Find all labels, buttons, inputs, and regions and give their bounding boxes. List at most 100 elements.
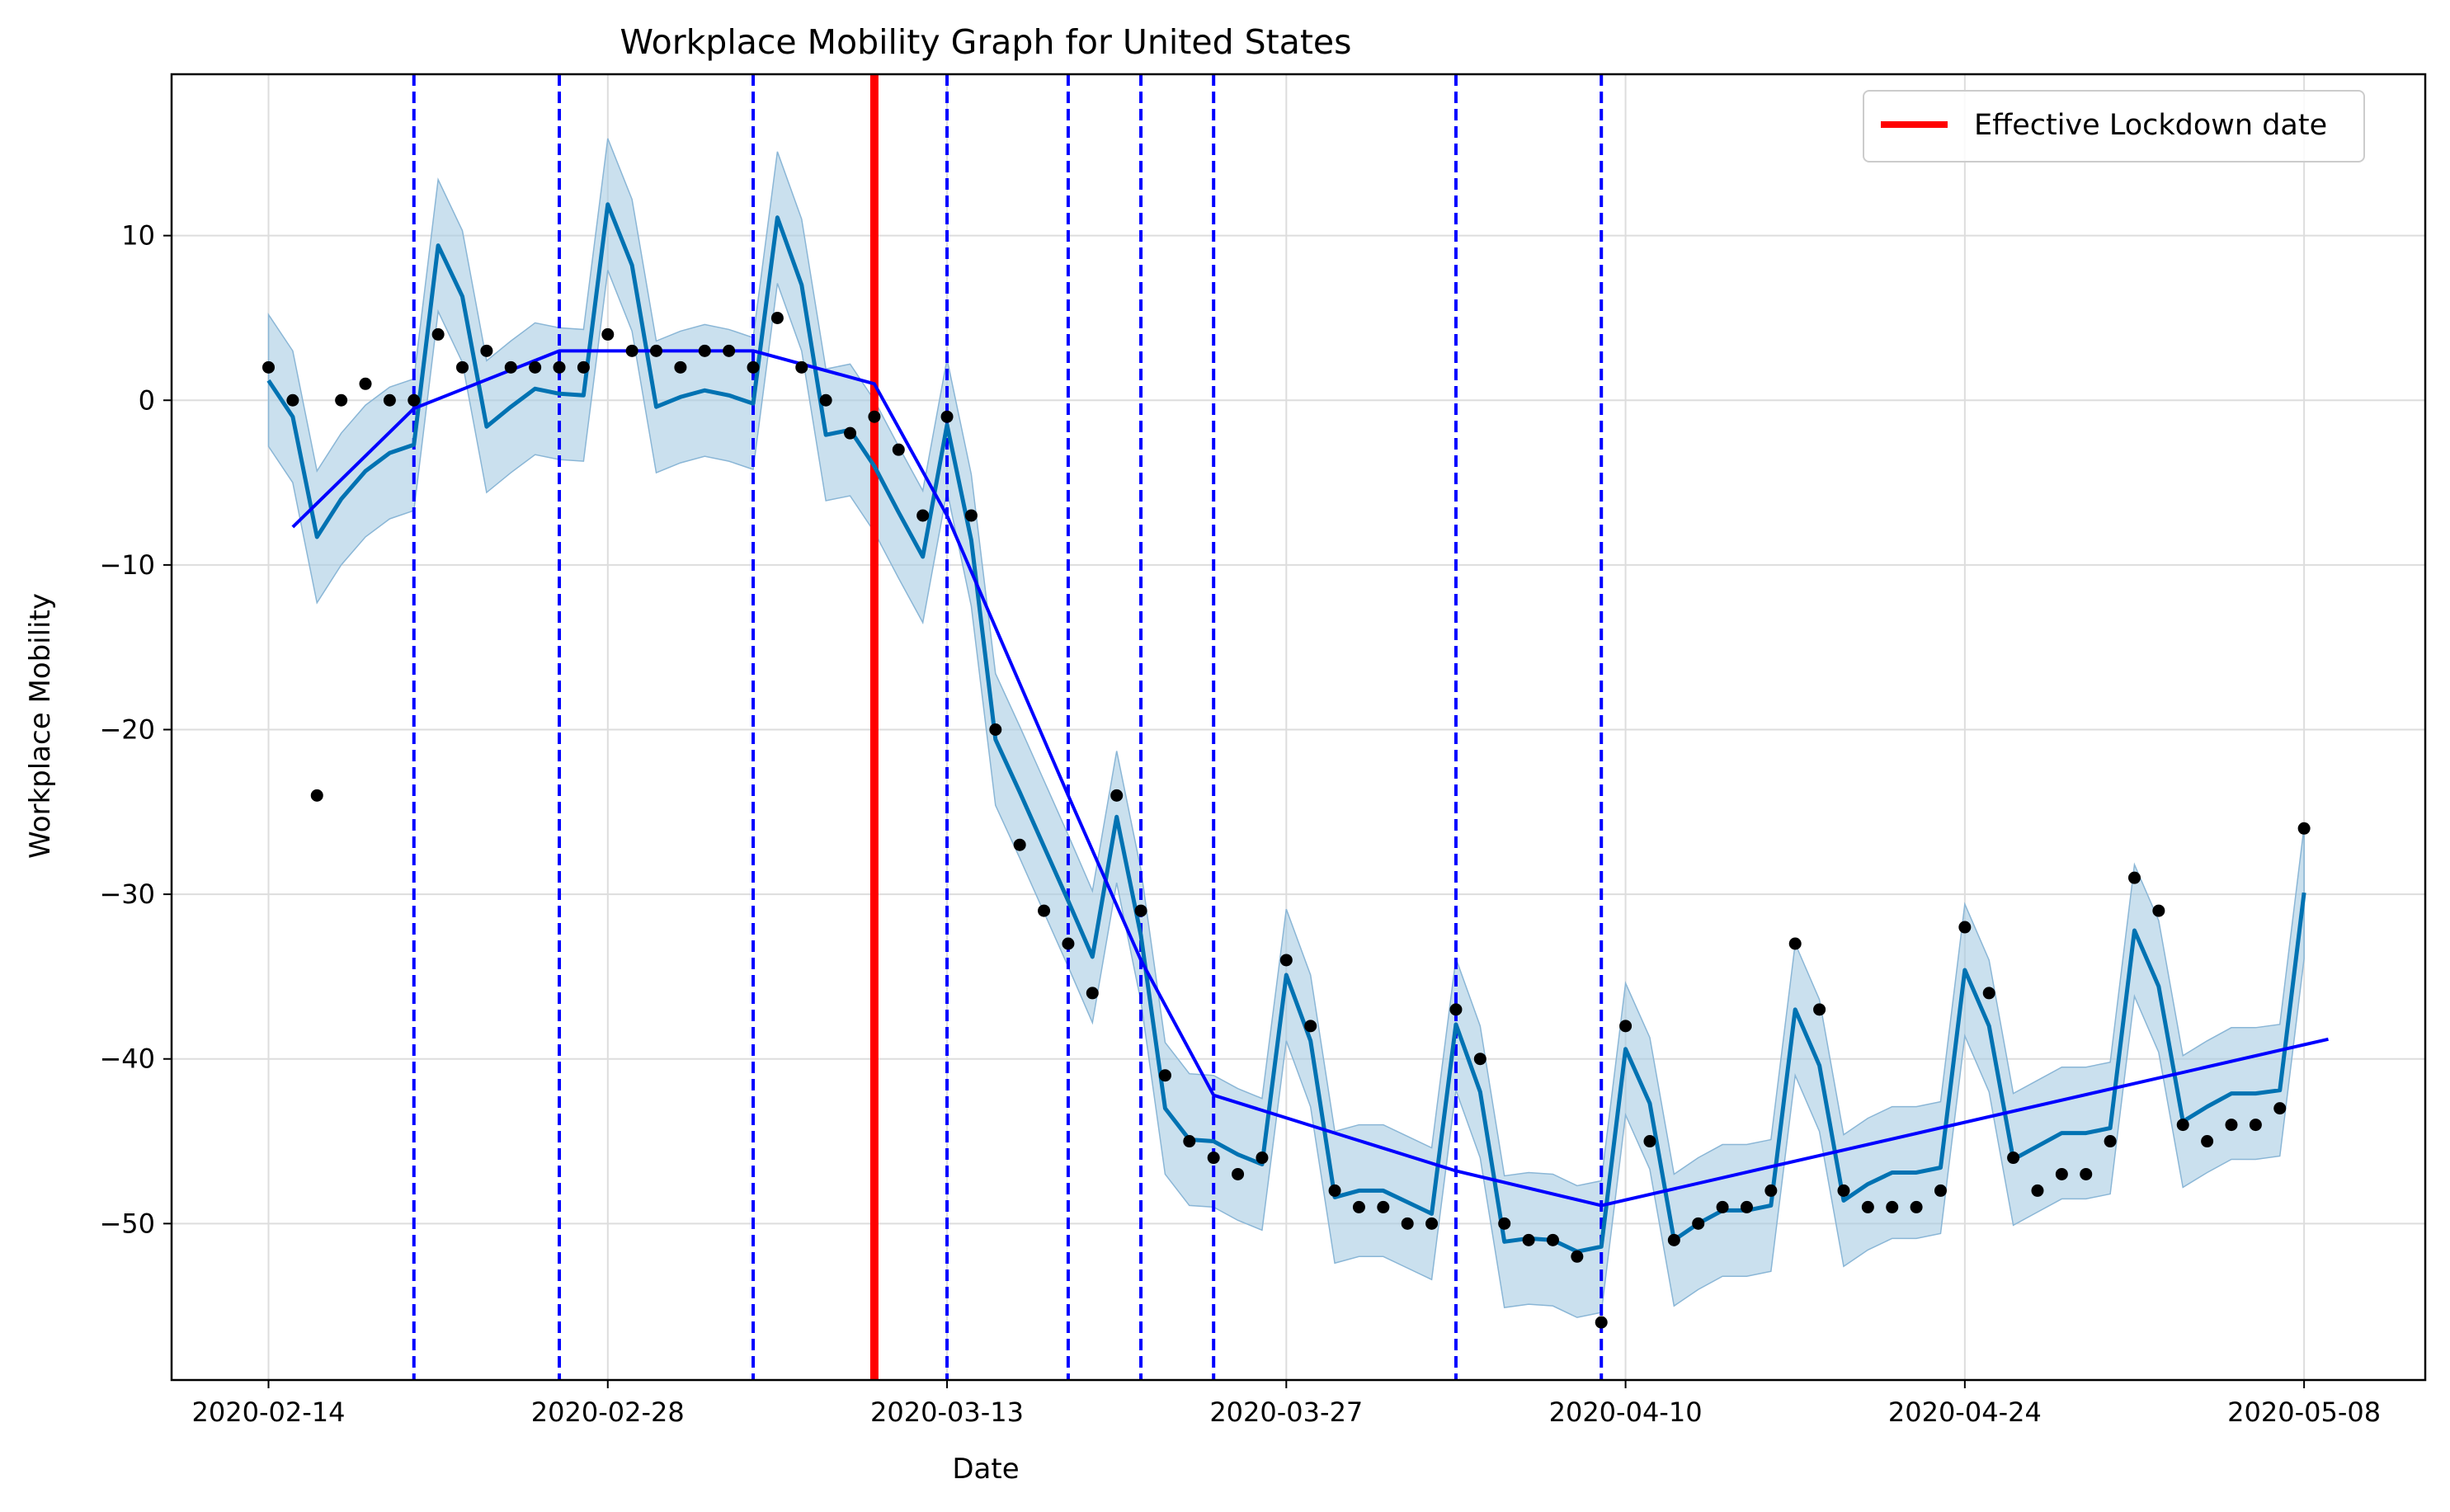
observed-point <box>1522 1233 1535 1246</box>
observed-point <box>1764 1184 1778 1197</box>
observed-point <box>2297 822 2311 835</box>
observed-point <box>2055 1167 2068 1180</box>
observed-point <box>2201 1135 2214 1148</box>
observed-point <box>1134 904 1147 917</box>
observed-point <box>529 360 542 374</box>
observed-point <box>1667 1233 1680 1246</box>
observed-point <box>335 393 348 407</box>
x-tick-label: 2020-02-14 <box>192 1397 346 1428</box>
observed-point <box>1788 937 1802 950</box>
observed-point <box>892 443 905 456</box>
trend-line <box>291 349 2329 1208</box>
observed-point <box>310 789 323 802</box>
observed-point <box>1982 987 1995 1000</box>
observed-point <box>2273 1102 2287 1115</box>
observed-point <box>1449 1003 1463 1016</box>
observed-point <box>650 344 663 357</box>
observed-point <box>819 393 832 407</box>
observed-point <box>1086 987 1099 1000</box>
observed-point <box>1837 1184 1850 1197</box>
observed-point <box>431 327 445 341</box>
y-tick-label: −10 <box>99 549 155 581</box>
observed-point <box>1158 1069 1171 1082</box>
observed-point <box>844 426 857 440</box>
observed-point <box>408 393 421 407</box>
observed-point <box>456 360 469 374</box>
changepoint-lines-layer <box>412 74 1604 1380</box>
observed-point <box>1013 838 1026 851</box>
observed-point <box>795 360 808 374</box>
observed-point <box>964 509 978 522</box>
observed-point <box>1813 1003 1826 1016</box>
x-tick-label: 2020-04-10 <box>1549 1397 1703 1428</box>
observed-point <box>1498 1217 1511 1230</box>
observed-point <box>868 410 881 423</box>
chart-title: Workplace Mobility Graph for United Stat… <box>620 22 1351 62</box>
observed-point <box>1038 904 1051 917</box>
observed-point <box>1401 1217 1414 1230</box>
observed-point <box>504 360 517 374</box>
y-tick-label: 10 <box>121 220 155 252</box>
x-tick-label: 2020-04-24 <box>1888 1397 2042 1428</box>
observed-point <box>1643 1135 1656 1148</box>
observed-point <box>601 327 615 341</box>
observed-point <box>1207 1152 1220 1165</box>
observed-point <box>1304 1020 1317 1033</box>
observed-point <box>1328 1184 1341 1197</box>
observed-point <box>383 393 396 407</box>
x-tick-label: 2020-02-28 <box>531 1397 685 1428</box>
observed-point <box>1692 1217 1705 1230</box>
observed-point <box>1352 1200 1365 1213</box>
observed-point <box>1716 1200 1729 1213</box>
observed-point <box>674 360 687 374</box>
forecast-line <box>266 202 2306 1254</box>
observed-point <box>1062 937 1075 950</box>
observed-point <box>2080 1167 2093 1180</box>
observed-point <box>2225 1119 2238 1132</box>
x-tick-label: 2020-03-27 <box>1209 1397 1363 1428</box>
x-axis-title: Date <box>952 1453 1019 1486</box>
legend-box <box>1863 90 2365 163</box>
forecast-line-layer <box>266 202 2306 1254</box>
observed-point <box>2007 1152 2020 1165</box>
legend-label-lockdown: Effective Lockdown date <box>1974 109 2327 142</box>
y-tick-label: −50 <box>99 1208 155 1239</box>
observed-point <box>1740 1200 1753 1213</box>
plot-frame <box>170 73 2427 1382</box>
observed-point <box>262 360 276 374</box>
observed-point <box>916 509 930 522</box>
observed-point <box>2031 1184 2044 1197</box>
observed-point <box>940 410 954 423</box>
observed-point <box>1183 1135 1196 1148</box>
x-tick-label: 2020-03-13 <box>870 1397 1024 1428</box>
y-axis-title: Workplace Mobility <box>24 593 57 859</box>
observed-point <box>1886 1200 1899 1213</box>
y-tick-label: 0 <box>139 384 155 416</box>
tick-labels: 2020-02-14 2020-02-28 2020-03-13 2020-03-27… <box>99 220 2381 1428</box>
observed-point <box>1546 1233 1559 1246</box>
observed-point <box>723 344 736 357</box>
y-tick-label: −20 <box>99 714 155 745</box>
x-tick-label: 2020-05-08 <box>2227 1397 2381 1428</box>
observed-point <box>1934 1184 1947 1197</box>
observed-point <box>1595 1316 1608 1329</box>
observed-point <box>1377 1200 1390 1213</box>
observed-point <box>1256 1152 1269 1165</box>
observed-point <box>1958 921 1972 934</box>
observed-point <box>2249 1119 2262 1132</box>
observed-point <box>1861 1200 1874 1213</box>
observed-point <box>2176 1119 2189 1132</box>
y-tick-label: −30 <box>99 878 155 910</box>
observed-point <box>747 360 760 374</box>
observed-point <box>1571 1250 1584 1263</box>
observed-point <box>2152 904 2165 917</box>
observed-point <box>286 393 299 407</box>
observed-point <box>2127 871 2141 884</box>
observed-point <box>1619 1020 1633 1033</box>
observed-point <box>989 723 1002 736</box>
trend-line-layer <box>291 349 2329 1208</box>
observed-point <box>553 360 566 374</box>
observed-point <box>480 344 493 357</box>
